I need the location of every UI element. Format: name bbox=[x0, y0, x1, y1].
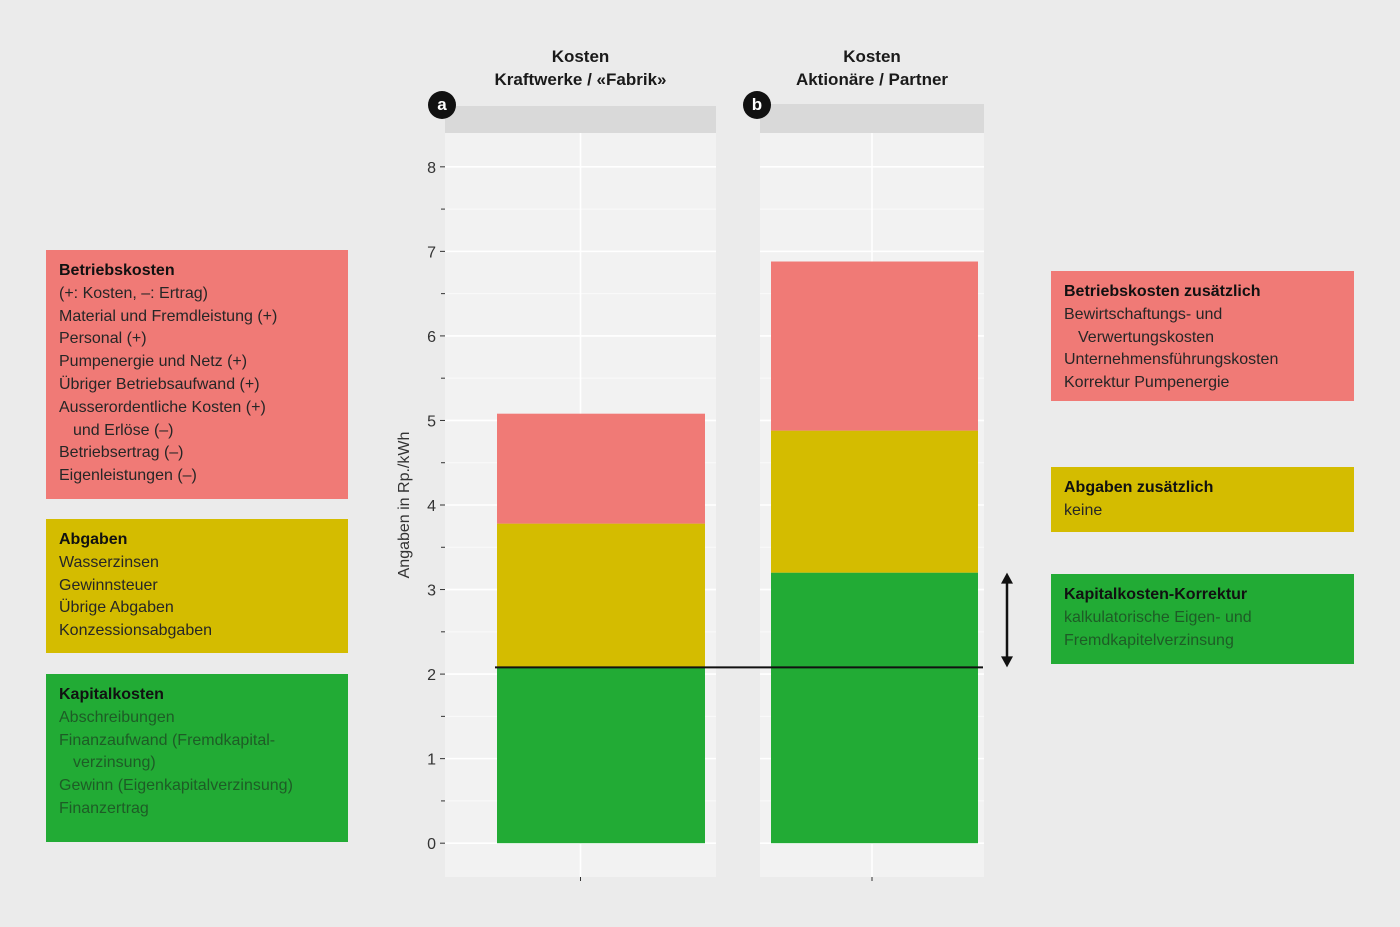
legend-item: Bewirtschaftungs- und bbox=[1064, 305, 1223, 323]
panel-a-title-line2: Kraftwerke / «Fabrik» bbox=[494, 70, 667, 89]
bar-segment-abgaben bbox=[497, 523, 705, 668]
legend-items: Wasserzinsen Gewinnsteuer Übrige Abgaben Ko… bbox=[59, 552, 336, 643]
legend-item: Pumpenergie und Netz (+) bbox=[59, 353, 248, 371]
legend-title: Kapitalkosten bbox=[59, 686, 164, 703]
legend-item: Übriger Betriebsaufwand (+) bbox=[59, 375, 260, 393]
bar-segment-abgaben bbox=[771, 430, 978, 573]
legend-item: keine bbox=[1064, 501, 1103, 519]
legend-item: verzinsung) bbox=[73, 754, 156, 772]
legend-title: Betriebskosten zusätzlich bbox=[1064, 283, 1261, 300]
panel-b-title-line2: Aktionäre / Partner bbox=[795, 70, 949, 89]
legend-betriebskosten-zusaetzlich: Betriebskosten zusätzlich Bewirtschaftun… bbox=[1051, 271, 1354, 401]
y-tick-label: 2 bbox=[427, 667, 436, 684]
legend-item: Gewinn (Eigenkapitalverzinsung) bbox=[59, 777, 293, 795]
legend-abgaben-zusaetzlich: Abgaben zusätzlich keine bbox=[1051, 467, 1354, 532]
panel-a-badge: a bbox=[428, 91, 456, 119]
panel-b-title-line1: Kosten bbox=[843, 47, 901, 66]
panel-b-badge: b bbox=[743, 91, 771, 119]
legend-item: Eigenleistungen (–) bbox=[59, 467, 197, 485]
legend-kapitalkosten: Kapitalkosten Abschreibungen Finanzaufwan… bbox=[46, 674, 348, 842]
bar-segment-kapitalkosten bbox=[497, 667, 705, 844]
legend-item: Betriebsertrag (–) bbox=[59, 444, 184, 462]
panel-strip bbox=[760, 104, 984, 133]
legend-item: Unternehmensführungskosten bbox=[1064, 351, 1279, 369]
legend-title: Kapitalkosten-Korrektur bbox=[1064, 586, 1248, 603]
legend-title: Abgaben bbox=[59, 531, 128, 548]
panel-strip bbox=[445, 106, 716, 133]
legend-title: Betriebskosten bbox=[59, 262, 175, 279]
legend-items: keine bbox=[1064, 500, 1342, 523]
legend-kapitalkosten-korrektur: Kapitalkosten-Korrektur kalkulatorische … bbox=[1051, 574, 1354, 664]
legend-item: Gewinnsteuer bbox=[59, 576, 158, 594]
bar-segment-betriebskosten bbox=[771, 261, 978, 431]
y-axis-label: Angaben in Rp./kWh bbox=[396, 432, 413, 579]
legend-title: Abgaben zusätzlich bbox=[1064, 479, 1214, 496]
legend-item: Finanzertrag bbox=[59, 799, 149, 817]
legend-item: Konzessionsabgaben bbox=[59, 622, 213, 640]
double-arrow-head-down bbox=[1001, 656, 1013, 668]
y-tick-label: 0 bbox=[427, 836, 436, 853]
legend-item: Material und Fremdleistung (+) bbox=[59, 307, 278, 325]
legend-item: Personal (+) bbox=[59, 330, 147, 348]
legend-items: Bewirtschaftungs- und Verwertungskosten Un… bbox=[1064, 304, 1342, 395]
y-tick-label: 7 bbox=[427, 244, 436, 261]
legend-betriebskosten: Betriebskosten (+: Kosten, –: Ertrag) Mat… bbox=[46, 250, 348, 499]
legend-items: Abschreibungen Finanzaufwand (Fremdkapita… bbox=[59, 707, 336, 821]
bar-segment-kapitalkosten bbox=[771, 572, 978, 844]
panel-a-title-line1: Kosten bbox=[551, 47, 610, 66]
legend-item: Fremdkapitelverzinsung bbox=[1064, 631, 1234, 649]
legend-item: Korrektur Pumpenergie bbox=[1064, 374, 1230, 392]
legend-abgaben: Abgaben Wasserzinsen Gewinnsteuer Übrige A… bbox=[46, 519, 348, 653]
y-tick-label: 8 bbox=[427, 160, 436, 177]
legend-item: und Erlöse (–) bbox=[73, 421, 174, 439]
legend-item: Verwertungskosten bbox=[1078, 328, 1215, 346]
legend-item: Abschreibungen bbox=[59, 708, 175, 726]
legend-items: kalkulatorische Eigen- und Fremdkapitelve… bbox=[1064, 607, 1342, 653]
legend-item: kalkulatorische Eigen- und bbox=[1064, 608, 1252, 626]
legend-items: (+: Kosten, –: Ertrag) Material und Fremd… bbox=[59, 283, 336, 488]
legend-item: Finanzaufwand (Fremdkapital- bbox=[59, 731, 276, 749]
legend-item: Wasserzinsen bbox=[59, 553, 159, 571]
legend-item: Übrige Abgaben bbox=[59, 599, 174, 617]
panel-a-title: Kosten Kraftwerke / «Fabrik» bbox=[445, 45, 716, 91]
legend-item: Ausserordentliche Kosten (+) bbox=[59, 398, 266, 416]
y-tick-label: 1 bbox=[427, 752, 436, 769]
y-tick-label: 4 bbox=[427, 498, 436, 515]
y-tick-label: 3 bbox=[427, 583, 436, 600]
y-tick-label: 5 bbox=[427, 413, 436, 430]
double-arrow-head-up bbox=[1001, 572, 1013, 584]
panel-b-title: Kosten Aktionäre / Partner bbox=[760, 45, 984, 91]
legend-item: (+: Kosten, –: Ertrag) bbox=[59, 284, 208, 302]
y-tick-label: 6 bbox=[427, 329, 436, 346]
bar-segment-betriebskosten bbox=[497, 413, 705, 524]
